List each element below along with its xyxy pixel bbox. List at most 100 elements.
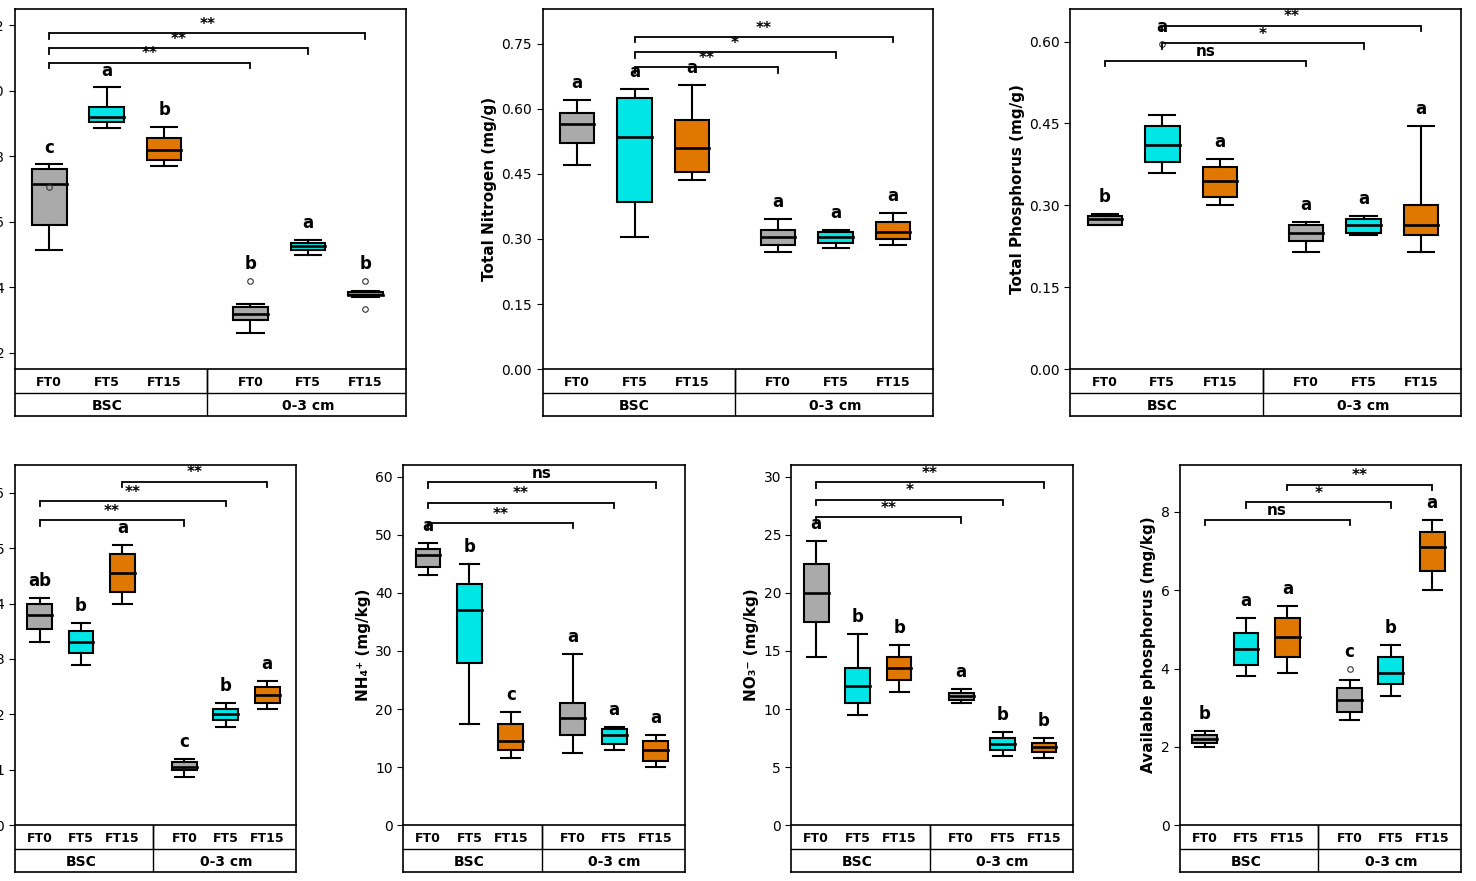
Text: 0-3 cm: 0-3 cm bbox=[199, 855, 252, 869]
Text: *: * bbox=[905, 484, 914, 499]
Bar bbox=[644, 741, 669, 761]
Text: FT0: FT0 bbox=[1293, 376, 1320, 389]
Bar bbox=[1203, 167, 1237, 197]
Text: FT0: FT0 bbox=[559, 832, 586, 845]
Text: b: b bbox=[852, 608, 863, 626]
Text: a: a bbox=[772, 194, 784, 211]
Text: a: a bbox=[1215, 133, 1225, 151]
Text: b: b bbox=[360, 255, 372, 273]
Bar bbox=[27, 603, 52, 628]
Text: FT5: FT5 bbox=[68, 832, 94, 845]
Text: **: ** bbox=[698, 51, 714, 66]
Text: b: b bbox=[893, 619, 905, 637]
Text: *: * bbox=[1259, 26, 1266, 41]
Bar bbox=[458, 584, 481, 663]
Text: b: b bbox=[463, 537, 475, 556]
Text: c: c bbox=[506, 686, 515, 704]
Text: **: ** bbox=[1352, 468, 1368, 483]
Text: a: a bbox=[1240, 592, 1252, 610]
Bar bbox=[499, 723, 523, 750]
Text: **: ** bbox=[881, 500, 897, 515]
Text: FT5: FT5 bbox=[1379, 832, 1404, 845]
Text: 0-3 cm: 0-3 cm bbox=[976, 855, 1029, 869]
Text: a: a bbox=[567, 628, 579, 646]
Text: FT15: FT15 bbox=[638, 832, 673, 845]
Text: a: a bbox=[303, 214, 313, 232]
Text: a: a bbox=[887, 187, 899, 205]
Bar bbox=[875, 222, 911, 239]
Text: a: a bbox=[608, 700, 620, 719]
Text: FT0: FT0 bbox=[766, 376, 791, 389]
Bar bbox=[90, 107, 124, 122]
Text: FT5: FT5 bbox=[213, 832, 239, 845]
Bar bbox=[819, 233, 853, 243]
Text: a: a bbox=[422, 517, 434, 536]
Text: b: b bbox=[75, 597, 87, 615]
Text: a: a bbox=[1415, 100, 1427, 118]
Text: FT15: FT15 bbox=[493, 832, 528, 845]
Bar bbox=[291, 243, 325, 249]
Bar bbox=[762, 230, 796, 246]
Bar bbox=[173, 761, 196, 770]
Text: 0-3 cm: 0-3 cm bbox=[587, 855, 641, 869]
Text: FT5: FT5 bbox=[1150, 376, 1175, 389]
Text: a: a bbox=[955, 663, 967, 681]
Text: FT15: FT15 bbox=[148, 376, 182, 389]
Bar bbox=[1145, 126, 1179, 162]
Text: BSC: BSC bbox=[92, 399, 123, 413]
Text: a: a bbox=[830, 204, 841, 222]
Text: **: ** bbox=[493, 507, 508, 522]
Text: 0-3 cm: 0-3 cm bbox=[1337, 399, 1390, 413]
Bar bbox=[1379, 657, 1404, 685]
Text: a: a bbox=[1427, 494, 1438, 512]
Bar bbox=[1275, 618, 1300, 657]
Y-axis label: Total Nitrogen (mg/g): Total Nitrogen (mg/g) bbox=[483, 97, 497, 281]
Text: FT0: FT0 bbox=[415, 832, 441, 845]
Text: FT0: FT0 bbox=[564, 376, 590, 389]
Y-axis label: Available phosphorus (mg/kg): Available phosphorus (mg/kg) bbox=[1141, 517, 1156, 774]
Bar bbox=[1234, 633, 1259, 665]
Bar bbox=[675, 120, 710, 172]
Text: a: a bbox=[571, 74, 583, 93]
Y-axis label: NO₃⁻ (mg/kg): NO₃⁻ (mg/kg) bbox=[744, 589, 759, 701]
Text: FT5: FT5 bbox=[456, 832, 483, 845]
Text: b: b bbox=[1199, 706, 1210, 723]
Bar bbox=[348, 292, 382, 295]
Text: FT5: FT5 bbox=[844, 832, 871, 845]
Bar bbox=[1289, 225, 1324, 241]
Text: FT5: FT5 bbox=[1232, 832, 1259, 845]
Text: FT15: FT15 bbox=[348, 376, 382, 389]
Text: a: a bbox=[102, 62, 112, 79]
Text: **: ** bbox=[124, 485, 140, 500]
Text: FT5: FT5 bbox=[1351, 376, 1377, 389]
Text: ns: ns bbox=[531, 466, 552, 481]
Text: a: a bbox=[686, 59, 698, 77]
Bar bbox=[255, 686, 279, 703]
Text: **: ** bbox=[756, 20, 772, 35]
Text: b: b bbox=[1384, 619, 1396, 637]
Bar bbox=[617, 98, 652, 202]
Text: FT0: FT0 bbox=[27, 832, 53, 845]
Text: FT0: FT0 bbox=[238, 376, 263, 389]
Y-axis label: Total Phosphorus (mg/g): Total Phosphorus (mg/g) bbox=[1010, 84, 1024, 294]
Bar bbox=[990, 738, 1015, 750]
Text: FT5: FT5 bbox=[94, 376, 120, 389]
Text: a: a bbox=[1281, 580, 1293, 598]
Text: FT5: FT5 bbox=[989, 832, 1015, 845]
Text: BSC: BSC bbox=[1147, 399, 1178, 413]
Text: 0-3 cm: 0-3 cm bbox=[282, 399, 334, 413]
Text: a: a bbox=[1358, 190, 1370, 209]
Text: FT15: FT15 bbox=[1415, 832, 1449, 845]
Text: **: ** bbox=[142, 47, 158, 62]
Text: **: ** bbox=[199, 17, 215, 32]
Text: FT0: FT0 bbox=[1191, 832, 1218, 845]
Text: *: * bbox=[1315, 485, 1322, 500]
Text: FT15: FT15 bbox=[1271, 832, 1305, 845]
Text: c: c bbox=[180, 733, 189, 751]
Text: a: a bbox=[261, 655, 273, 673]
Text: **: ** bbox=[187, 465, 202, 480]
Bar bbox=[109, 553, 134, 592]
Bar bbox=[68, 632, 93, 654]
Text: FT15: FT15 bbox=[1027, 832, 1061, 845]
Text: FT15: FT15 bbox=[1404, 376, 1438, 389]
